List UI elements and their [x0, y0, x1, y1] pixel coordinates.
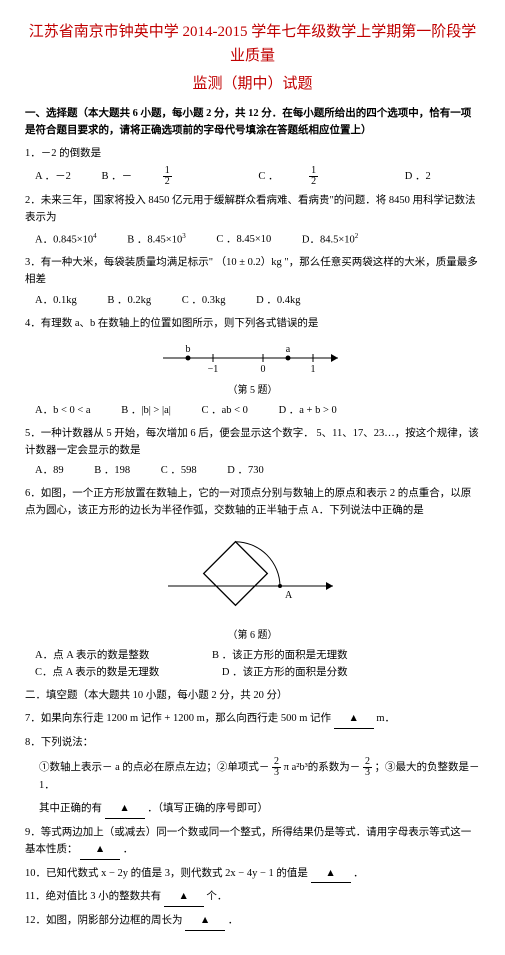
q1-option-b: B ．－ 12 — [102, 166, 228, 187]
q3-option-b: B ．0.2kg — [107, 293, 151, 310]
svg-text:a: a — [285, 344, 290, 355]
question-6: 6．如图，一个正方形放置在数轴上，它的一对顶点分别与数轴上的原点和表示 2 的点… — [25, 486, 480, 520]
question-6-options: A．点 A 表示的数是整数 B ．该正方形的面积是无理数 C．点 A 表示的数是… — [35, 648, 480, 682]
question-4: 4．有理数 a、b 在数轴上的位置如图所示，则下列各式错误的是 — [25, 316, 480, 333]
q3-option-c: C ．0.3kg — [182, 293, 226, 310]
q5-option-a: A．89 — [35, 463, 64, 480]
question-5-options: A．89 B ．198 C ．598 D ．730 — [35, 463, 480, 480]
question-8: 8．下列说法： — [25, 735, 480, 752]
blank-9: ▲ — [80, 842, 120, 860]
q5-option-c: C ．598 — [161, 463, 197, 480]
question-3-options: A．0.1kg B ．0.2kg C ．0.3kg D ．0.4kg — [35, 293, 480, 310]
blank-7: ▲ — [334, 711, 374, 729]
blank-12: ▲ — [185, 913, 225, 931]
q2-option-a: A．0.845×104 — [35, 231, 97, 249]
question-11: 11．绝对值比 3 小的整数共有 ▲ 个． — [25, 889, 480, 907]
q4-option-b: B ．|b| > |a| — [121, 403, 171, 420]
question-5: 5．一种计数器从 5 开始，每次增加 6 后，便会显示这个数字． 5、11、17… — [25, 426, 480, 460]
q4-option-a: A．b < 0 < a — [35, 403, 91, 420]
question-7: 7．如果向东行走 1200 m 记作 + 1200 m，那么向西行走 500 m… — [25, 711, 480, 729]
q1-option-c: C ． 12 — [258, 166, 374, 187]
q2-option-d: D．84.5×102 — [302, 231, 358, 249]
svg-text:−1: −1 — [207, 364, 218, 374]
question-10: 10．已知代数式 x − 2y 的值是 3，则代数式 2x − 4y − 1 的… — [25, 866, 480, 884]
diamond-figure: A — [25, 526, 480, 623]
figure-6-caption: （第 6 题） — [25, 628, 480, 644]
svg-text:b: b — [185, 344, 190, 355]
question-3: 3．有一种大米，每袋装质量均满足标示" （10 ± 0.2）kg "，那么任意买… — [25, 255, 480, 289]
q6-option-c: C．点 A 表示的数是无理数 — [35, 665, 159, 682]
title-line-2: 监测（期中）试题 — [25, 72, 480, 96]
q2-option-c: C ．8.45×10 — [216, 232, 271, 249]
question-4-options: A．b < 0 < a B ．|b| > |a| C ．ab < 0 D ．a … — [35, 403, 480, 420]
q6-option-d: D ．该正方形的面积是分数 — [222, 665, 348, 682]
q6-option-a: A．点 A 表示的数是整数 — [35, 648, 149, 665]
blank-8: ▲ — [105, 801, 145, 819]
q1-option-d: D ．2 — [405, 169, 431, 186]
question-8-tail: 其中正确的有 ▲ ．（填写正确的序号即可） — [39, 801, 480, 819]
blank-11: ▲ — [164, 889, 204, 907]
blank-10: ▲ — [311, 866, 351, 884]
q4-option-d: D ．a + b > 0 — [279, 403, 337, 420]
question-9: 9．等式两边加上（或减去）同一个数或同一个整式，所得结果仍是等式．请用字母表示等… — [25, 825, 480, 860]
q3-option-d: D ．0.4kg — [256, 293, 300, 310]
question-2: 2．未来三年，国家将投入 8450 亿元用于缓解群众看病难、看病贵"的问题．将 … — [25, 193, 480, 227]
question-12: 12．如图，阴影部分边框的周长为 ▲ ． — [25, 913, 480, 931]
figure-4-caption: （第 5 题） — [25, 383, 480, 399]
q3-option-a: A．0.1kg — [35, 293, 77, 310]
q1-option-a: A ．－2 — [35, 169, 71, 186]
q6-option-b: B ．该正方形的面积是无理数 — [212, 648, 348, 665]
question-2-options: A．0.845×104 B ．8.45×103 C ．8.45×10 D．84.… — [35, 231, 480, 249]
section-1-header: 一、选择题（本大题共 6 小题，每小题 2 分，共 12 分．在每小题所给出的四… — [25, 106, 480, 140]
svg-text:1: 1 — [310, 364, 315, 374]
number-line-figure: b a −1 0 1 — [25, 340, 480, 381]
q4-option-c: C ．ab < 0 — [201, 403, 247, 420]
question-8-body: ①数轴上表示－ a 的点必在原点左边；②单项式－ 23 π a²b³的系数为－ … — [39, 757, 480, 795]
svg-text:0: 0 — [260, 364, 265, 374]
question-1: 1．－2 的倒数是 — [25, 146, 480, 163]
question-1-options: A ．－2 B ．－ 12 C ． 12 D ．2 — [35, 166, 480, 187]
section-2-header: 二．填空题（本大题共 10 小题，每小题 2 分，共 20 分） — [25, 688, 480, 705]
q2-option-b: B ．8.45×103 — [127, 231, 185, 249]
q5-option-d: D ．730 — [227, 463, 263, 480]
svg-text:A: A — [285, 590, 293, 601]
title-line-1: 江苏省南京市钟英中学 2014-2015 学年七年级数学上学期第一阶段学业质量 — [25, 20, 480, 68]
q5-option-b: B ．198 — [94, 463, 130, 480]
